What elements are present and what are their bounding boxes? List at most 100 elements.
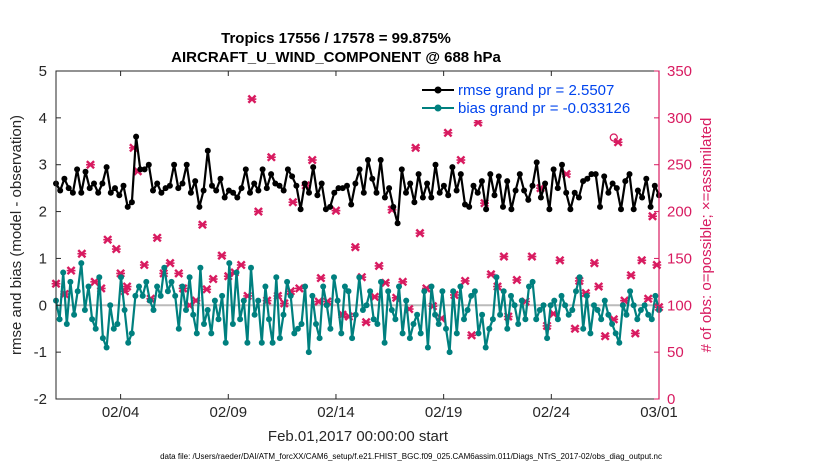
bias-point xyxy=(461,316,467,323)
rmse-point xyxy=(474,189,481,196)
rmse-point xyxy=(276,182,283,189)
rmse-point xyxy=(234,194,241,201)
obs-assimilated-marker xyxy=(456,155,466,165)
rmse-point xyxy=(179,180,186,187)
bias-point xyxy=(508,292,514,299)
bias-point xyxy=(580,325,587,332)
bias-point xyxy=(406,335,413,342)
bias-point xyxy=(464,307,471,313)
bias-point xyxy=(125,339,132,346)
rmse-point xyxy=(643,175,650,182)
bias-point xyxy=(211,297,218,304)
rmse-point xyxy=(137,166,144,173)
bias-point xyxy=(424,344,431,351)
bias-point xyxy=(262,283,269,290)
obs-assimilated-marker xyxy=(499,252,509,262)
bias-point xyxy=(637,307,644,313)
rmse-point xyxy=(466,203,473,210)
obs-assimilated-marker xyxy=(294,283,304,293)
bias-point xyxy=(392,316,399,323)
bias-point xyxy=(565,311,572,318)
rmse-point xyxy=(297,206,304,213)
bias-point xyxy=(645,311,652,318)
bias-point xyxy=(573,288,579,295)
bias-point xyxy=(443,325,449,332)
bias-point xyxy=(56,316,63,323)
obs-assimilated-marker xyxy=(103,235,113,245)
obs-assimilated-marker xyxy=(197,220,207,230)
rmse-point xyxy=(166,182,173,189)
rmse-point xyxy=(158,189,165,196)
rmse-point xyxy=(217,175,224,182)
rmse-point xyxy=(141,166,148,173)
bias-point xyxy=(175,325,182,332)
rmse-point xyxy=(365,157,371,163)
obs-assimilated-marker xyxy=(111,244,121,254)
rmse-point xyxy=(373,189,380,196)
bias-point xyxy=(161,264,168,271)
rmse-point xyxy=(559,161,565,168)
x-tick-label: 02/19 xyxy=(425,404,463,421)
obs-assimilated-marker xyxy=(331,206,341,216)
rmse-point xyxy=(419,194,426,201)
obs-assimilated-marker xyxy=(247,94,257,104)
chart-subtitle: AIRCRAFT_U_WIND_COMPONENT @ 688 hPa xyxy=(171,49,501,66)
bias-point xyxy=(309,292,316,299)
bias-point xyxy=(558,292,565,299)
obs-assimilated-marker xyxy=(174,268,184,278)
rmse-point xyxy=(344,182,350,189)
bias-point xyxy=(323,302,330,309)
bias-point xyxy=(255,297,262,304)
rmse-point xyxy=(209,182,215,189)
obs-assimilated-marker xyxy=(208,274,218,284)
rmse-point xyxy=(512,187,519,194)
obs-assimilated-marker xyxy=(152,233,162,243)
bias-point xyxy=(471,288,478,295)
bias-point xyxy=(370,316,377,323)
y-tick-label: -1 xyxy=(34,344,47,361)
bias-point xyxy=(486,325,493,332)
obs-assimilated-marker xyxy=(66,266,76,276)
obs-assimilated-marker xyxy=(512,275,522,285)
bias-point xyxy=(547,302,554,309)
bias-point xyxy=(229,321,236,327)
bias-point xyxy=(591,302,597,309)
y-tick-label: 5 xyxy=(39,63,47,80)
bias-point xyxy=(197,264,204,271)
rmse-point xyxy=(268,171,275,178)
rmse-point xyxy=(550,166,557,173)
rmse-point xyxy=(327,203,334,210)
rmse-point xyxy=(563,189,570,196)
rmse-point xyxy=(360,189,367,196)
rmse-point xyxy=(491,192,498,199)
rmse-point xyxy=(247,189,253,196)
bias-point xyxy=(518,297,525,304)
bias-point xyxy=(576,274,583,281)
y-right-tick-label: 150 xyxy=(667,250,692,267)
bias-point xyxy=(316,335,323,342)
rmse-point xyxy=(436,189,443,196)
bias-point xyxy=(536,307,543,313)
bias-point xyxy=(237,316,244,323)
rmse-point xyxy=(128,199,135,206)
y-right-tick-label: 100 xyxy=(667,297,692,314)
bias-point xyxy=(208,330,215,337)
rmse-point xyxy=(112,185,118,192)
bias-point xyxy=(450,288,457,295)
rmse-point xyxy=(133,133,140,140)
rmse-point xyxy=(377,157,384,163)
rmse-point xyxy=(411,199,418,206)
obs-assimilated-marker xyxy=(594,282,604,291)
x-tick-label: 03/01 xyxy=(640,404,678,421)
rmse-point xyxy=(318,180,325,187)
obs-assimilated-marker xyxy=(316,273,326,283)
bias-point xyxy=(359,307,366,313)
rmse-point xyxy=(352,180,359,187)
obs-possible-marker xyxy=(609,133,618,142)
bias-point xyxy=(554,316,561,323)
rmse-point xyxy=(584,175,591,182)
rmse-point xyxy=(120,182,127,189)
y-right-tick-label: 0 xyxy=(667,391,675,408)
rmse-point xyxy=(280,187,287,194)
rmse-point xyxy=(192,178,199,185)
